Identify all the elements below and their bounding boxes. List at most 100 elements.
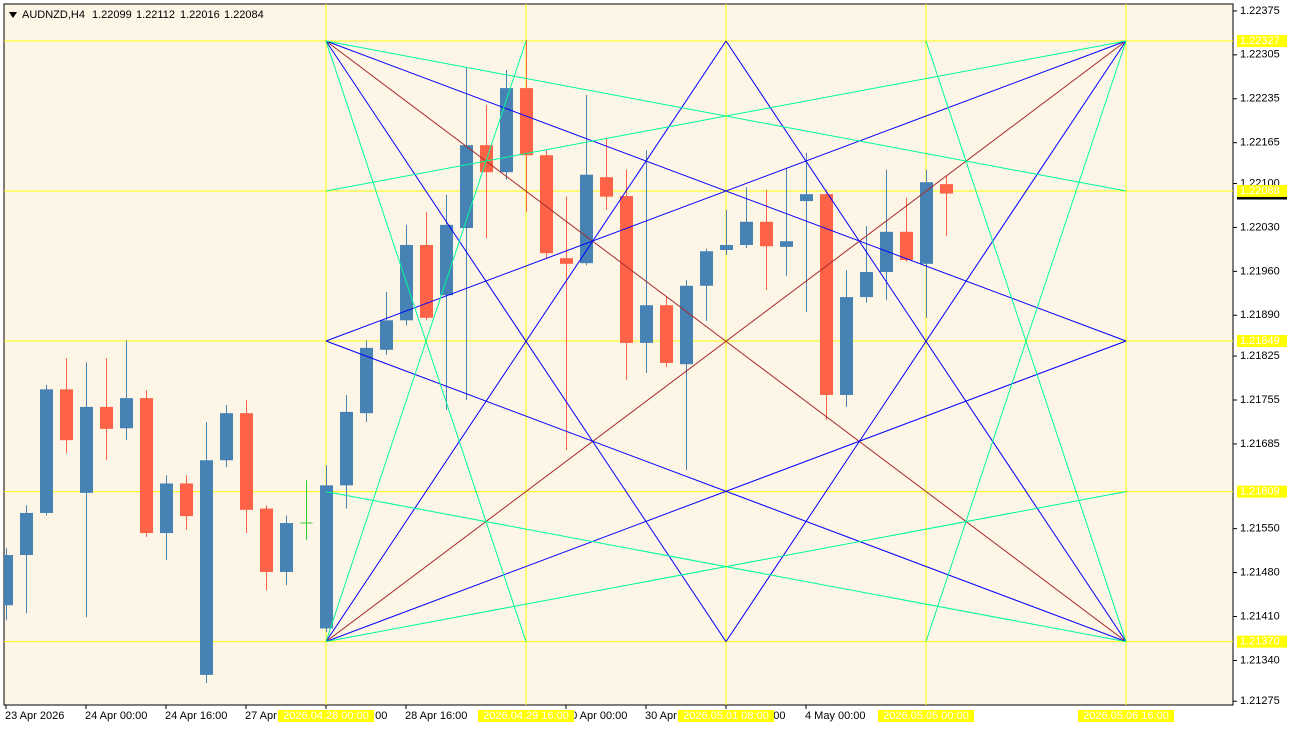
y-tick-label: 1.21340: [1240, 654, 1280, 666]
candle-body: [820, 194, 833, 395]
candle-body: [380, 320, 393, 350]
time-level-box: [478, 710, 574, 722]
candle-body: [160, 483, 173, 534]
plot: [4, 4, 1233, 705]
candle-body: [180, 483, 193, 517]
time-level-label: 2026.05.05 00:00: [883, 710, 969, 722]
plot-area: [3, 3, 1234, 706]
candle-body: [40, 389, 53, 513]
x-tick-label: 28 Apr 16:00: [405, 710, 467, 722]
menu-arrow[interactable]: [9, 12, 17, 18]
ohlc-value: 1.22099: [92, 9, 132, 21]
candle-body: [920, 182, 933, 264]
candle-body: [800, 194, 813, 202]
y-tick-label: 1.21685: [1240, 438, 1280, 450]
y-tick-label: 1.22235: [1240, 93, 1280, 105]
price-level-box: [1237, 35, 1287, 48]
candle-body: [860, 271, 873, 298]
candle-body: [220, 413, 233, 461]
y-tick-label: 1.22375: [1240, 5, 1280, 17]
y-tick-label: 1.21960: [1240, 265, 1280, 277]
candle-body: [760, 221, 773, 247]
price-level-box: [1237, 485, 1287, 498]
candle-body: [420, 244, 433, 318]
price-level-box: [1237, 335, 1287, 348]
candle-body: [140, 398, 153, 534]
y-tick-label: 1.21480: [1240, 566, 1280, 578]
fan-line: [325, 340, 1127, 643]
y-tick-label: 1.22165: [1240, 137, 1280, 149]
candle-body: [440, 224, 453, 296]
candle-body: [720, 244, 733, 251]
time-level-label: 2026.04.29 16:00: [483, 710, 569, 722]
fan-line: [325, 491, 1127, 643]
candle-body: [600, 177, 613, 197]
candle-body: [60, 389, 73, 441]
price-level-label: 1.21849: [1240, 335, 1280, 347]
y-tick-label: 1.22030: [1240, 221, 1280, 233]
x-tick-label: 24 Apr 00:00: [85, 710, 147, 722]
candle-body: [840, 297, 853, 395]
price-level-label: 1.22327: [1240, 35, 1280, 47]
candle-body: [540, 155, 553, 254]
price-level-label: 1.21370: [1240, 636, 1280, 648]
y-tick-label: 1.21755: [1240, 394, 1280, 406]
time-level-box: [678, 710, 774, 722]
y-tick-label: 1.22305: [1240, 49, 1280, 61]
candle-body: [320, 485, 333, 629]
time-level-label: 2026.05.06 16:00: [1083, 710, 1169, 722]
time-level-label: 2026.04.28 00:00: [283, 710, 369, 722]
y-tick-label: 1.21275: [1240, 695, 1280, 707]
candle-body: [780, 241, 793, 247]
y-tick-label: 1.21825: [1240, 350, 1280, 362]
candle-body: [280, 523, 293, 572]
candle-body: [700, 251, 713, 286]
symbol-title: AUDNZD,H4: [22, 9, 85, 21]
fan-line: [325, 40, 727, 642]
x-tick-label: 4 May 00:00: [805, 710, 866, 722]
candle-body: [900, 231, 913, 261]
ohlc-value: 1.22016: [180, 9, 220, 21]
time-level-box: [278, 710, 374, 722]
candle-body: [520, 88, 533, 156]
fan-line: [325, 40, 527, 642]
candle-body: [240, 413, 253, 510]
price-level-box: [1237, 185, 1287, 198]
x-tick-label: 24 Apr 16:00: [165, 710, 227, 722]
price-level-label: 1.22088: [1240, 185, 1280, 197]
y-tick-label: 1.21550: [1240, 523, 1280, 535]
price-level-label: 1.21609: [1240, 486, 1280, 498]
y-tick-label: 1.21890: [1240, 309, 1280, 321]
candle-body: [100, 406, 113, 429]
candle-body: [360, 347, 373, 414]
candle-body: [880, 231, 893, 272]
fan-line: [925, 40, 1127, 642]
candle-body: [20, 512, 33, 556]
candle-body: [740, 221, 753, 245]
y-tick-label: 1.21410: [1240, 610, 1280, 622]
candle-body: [620, 196, 633, 343]
candle-body: [580, 174, 593, 264]
ohlc-value: 1.22112: [136, 9, 175, 21]
ohlc-value: 1.22084: [224, 9, 264, 21]
candle-body: [200, 460, 213, 675]
candle-body: [660, 305, 673, 363]
candle-body: [260, 508, 273, 572]
fan-line: [325, 40, 1127, 342]
time-level-label: 2026.05.01 08:00: [683, 710, 769, 722]
candle-body: [680, 285, 693, 365]
candle-body: [340, 411, 353, 486]
candle-body: [120, 398, 133, 429]
fan-line: [325, 40, 1127, 643]
candle-body: [560, 258, 573, 264]
x-tick-label: 23 Apr 2026: [5, 710, 64, 722]
price-level-box: [1237, 635, 1287, 648]
time-level-box: [878, 710, 974, 722]
fan-line: [725, 40, 1127, 642]
fan-line: [325, 40, 1127, 192]
candle-body: [940, 184, 953, 194]
x-tick-label: 30 Apr 00:00: [565, 710, 627, 722]
candle-body: [640, 305, 653, 343]
